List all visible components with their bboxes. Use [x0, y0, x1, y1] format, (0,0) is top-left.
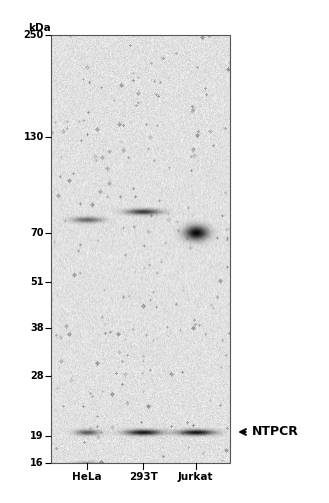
Text: 28: 28: [30, 371, 44, 381]
Text: 130: 130: [23, 132, 44, 142]
Text: NTPCR: NTPCR: [252, 426, 298, 439]
Text: HeLa: HeLa: [72, 472, 102, 482]
Bar: [51, 35, 230, 463]
Text: 51: 51: [30, 278, 44, 287]
Text: Jurkat: Jurkat: [178, 472, 214, 482]
Text: 19: 19: [30, 431, 44, 441]
Text: 38: 38: [30, 323, 44, 333]
Text: kDa: kDa: [28, 23, 51, 33]
Text: 293T: 293T: [129, 472, 158, 482]
Text: 250: 250: [23, 30, 44, 40]
Text: 16: 16: [30, 458, 44, 468]
Text: 70: 70: [30, 228, 44, 238]
